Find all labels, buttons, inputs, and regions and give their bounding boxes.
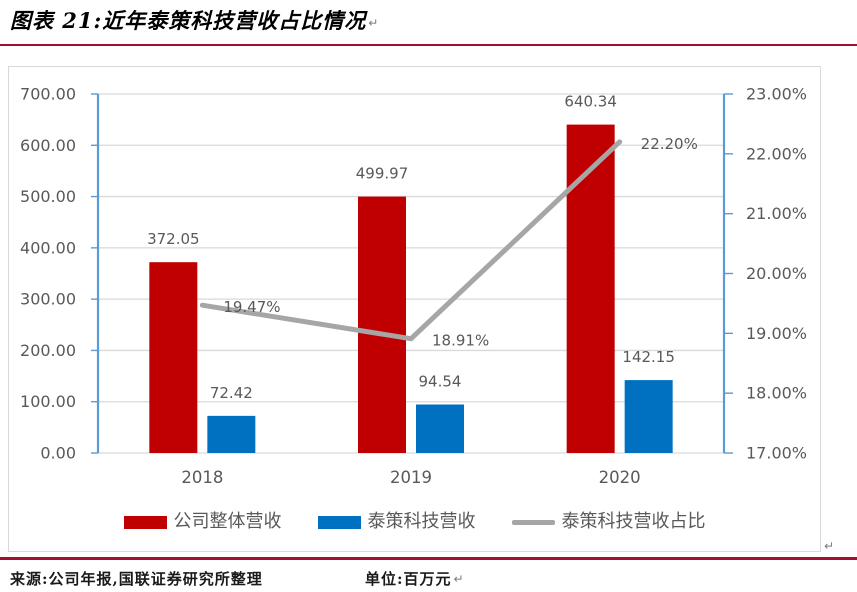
svg-text:500.00: 500.00 [20, 187, 76, 206]
chart-panel: 372.05 499.97 640.34 72.42 94.54 142.15 0.00 10… [8, 66, 821, 552]
title-divider-rule [0, 44, 857, 46]
combo-chart: 372.05 499.97 640.34 72.42 94.54 142.15 0.00 10… [20, 85, 807, 488]
source-label: 来源:公司年报,国联证券研究所整理 [10, 570, 263, 588]
svg-text:18.91%: 18.91% [432, 332, 489, 350]
svg-text:200.00: 200.00 [20, 341, 76, 360]
svg-text:400.00: 400.00 [20, 238, 76, 257]
svg-text:20.00%: 20.00% [746, 264, 807, 283]
svg-text:2019: 2019 [390, 468, 432, 487]
svg-text:17.00%: 17.00% [746, 444, 807, 463]
svg-text:2020: 2020 [599, 468, 641, 487]
svg-text:640.34: 640.34 [564, 93, 617, 111]
chart-legend: 公司整体营收 泰策科技营收 泰策科技营收占比 [9, 513, 820, 531]
paragraph-mark-icon: ↵ [453, 572, 465, 586]
svg-text:22.00%: 22.00% [746, 144, 807, 163]
svg-text:372.05: 372.05 [147, 230, 200, 248]
paragraph-mark-icon: ↵ [824, 539, 835, 553]
svg-text:2018: 2018 [181, 468, 223, 487]
svg-text:142.15: 142.15 [622, 348, 675, 366]
svg-text:22.20%: 22.20% [641, 135, 698, 153]
svg-text:18.00%: 18.00% [746, 384, 807, 403]
svg-text:72.42: 72.42 [210, 384, 253, 402]
unit-label: 单位:百万元 ↵ [365, 568, 465, 589]
svg-text:300.00: 300.00 [20, 290, 76, 309]
legend-swatch-blue-bar [317, 515, 361, 529]
svg-text:700.00: 700.00 [20, 85, 76, 104]
legend-swatch-red-bar [123, 515, 167, 529]
svg-text:600.00: 600.00 [20, 136, 76, 155]
figure-title: 图表 21:近年泰策科技营收占比情况 ↵ [10, 5, 850, 35]
legend-label-taice-revenue-share: 泰策科技营收占比 [561, 511, 706, 532]
svg-text:0.00: 0.00 [40, 444, 76, 463]
figure-footer: 来源:公司年报,国联证券研究所整理 单位:百万元 ↵ [0, 566, 857, 590]
legend-label-company-total-revenue: 公司整体营收 [173, 511, 282, 532]
legend-item-company-total-revenue: 公司整体营收 [123, 511, 282, 532]
legend-item-taice-revenue: 泰策科技营收 [317, 511, 476, 532]
legend-item-taice-revenue-share: 泰策科技营收占比 [511, 511, 706, 532]
svg-text:100.00: 100.00 [20, 392, 76, 411]
svg-text:499.97: 499.97 [356, 165, 409, 183]
figure-title-text: 图表 21:近年泰策科技营收占比情况 [10, 8, 367, 33]
svg-text:21.00%: 21.00% [746, 204, 807, 223]
legend-label-taice-revenue: 泰策科技营收 [367, 511, 476, 532]
legend-swatch-gray-line [511, 519, 555, 525]
svg-text:19.00%: 19.00% [746, 324, 807, 343]
svg-text:94.54: 94.54 [419, 373, 462, 391]
unit-label-text: 单位:百万元 [365, 570, 452, 588]
paragraph-mark-icon: ↵ [368, 16, 380, 30]
svg-text:23.00%: 23.00% [746, 85, 807, 104]
bottom-divider-rule [0, 557, 857, 560]
svg-text:19.47%: 19.47% [223, 298, 280, 316]
